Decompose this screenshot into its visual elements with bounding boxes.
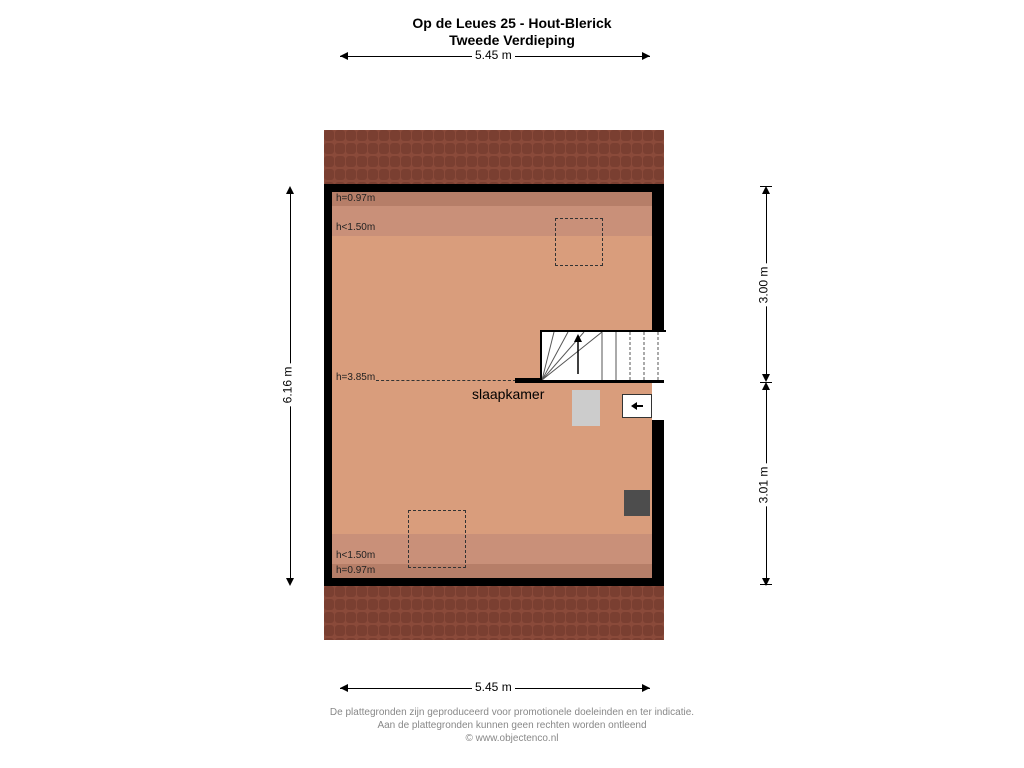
- fixture-white-icon: [623, 395, 651, 417]
- dim-top-label: 5.45 m: [472, 48, 515, 62]
- dim-right-upper-label: 3.00 m: [756, 264, 770, 307]
- dim-right-lower-arrow-b: [762, 578, 770, 586]
- roof-bottom: [324, 586, 664, 640]
- disclaimer-line2: Aan de plattegronden kunnen geen rechten…: [0, 719, 1024, 732]
- dim-bottom-label: 5.45 m: [472, 680, 515, 694]
- room-floor: [332, 192, 652, 578]
- dim-left-arrow-t: [286, 186, 294, 194]
- title-line2: Tweede Verdieping: [0, 32, 1024, 48]
- fixture-dark: [624, 490, 650, 516]
- stair-steps-svg: [542, 332, 666, 380]
- dim-right-lower-label: 3.01 m: [756, 464, 770, 507]
- wall-bottom: [324, 578, 664, 586]
- disclaimer-line1: De plattegronden zijn geproduceerd voor …: [0, 706, 1024, 719]
- dim-right-upper-arrow-t: [762, 186, 770, 194]
- dim-top-arrow-r: [642, 52, 650, 60]
- fixture-sink: [572, 390, 600, 426]
- dim-right-upper-arrow-b: [762, 374, 770, 382]
- fixture-white: [622, 394, 652, 418]
- dim-bottom-arrow-l: [340, 684, 348, 692]
- dim-bottom-arrow-r: [642, 684, 650, 692]
- h-label-top-light: h<1.50m: [336, 222, 375, 233]
- h-label-center: h=3.85m: [336, 372, 375, 383]
- room-name: slaapkamer: [472, 386, 544, 402]
- disclaimer-line3: © www.objectenco.nl: [0, 732, 1024, 745]
- dim-left-label: 6.16 m: [280, 364, 294, 407]
- skylight-top: [555, 218, 603, 266]
- dim-right-lower-arrow-t: [762, 382, 770, 390]
- band-top-light: [332, 206, 652, 236]
- band-top-dark: [332, 192, 652, 206]
- band-bot-dark: [332, 564, 652, 578]
- wall-left: [324, 184, 332, 586]
- wall-right-upper: [652, 184, 664, 330]
- band-bot-light: [332, 534, 652, 564]
- dim-left-arrow-b: [286, 578, 294, 586]
- disclaimer: De plattegronden zijn geproduceerd voor …: [0, 706, 1024, 745]
- skylight-bottom: [408, 510, 466, 568]
- floorplan-canvas: Op de Leues 25 - Hout-Blerick Tweede Ver…: [0, 0, 1024, 768]
- roof-top: [324, 130, 664, 184]
- h-label-top-dark: h=0.97m: [336, 193, 375, 204]
- stair: [540, 330, 666, 380]
- h-label-bot-light: h<1.50m: [336, 550, 375, 561]
- title-line1: Op de Leues 25 - Hout-Blerick: [0, 15, 1024, 31]
- dim-top-arrow-l: [340, 52, 348, 60]
- wall-top: [324, 184, 664, 192]
- h-label-bot-dark: h=0.97m: [336, 565, 375, 576]
- ridge-centerline: [376, 380, 516, 381]
- wall-right-lower: [652, 420, 664, 586]
- dim-right-tick-1: [760, 186, 772, 187]
